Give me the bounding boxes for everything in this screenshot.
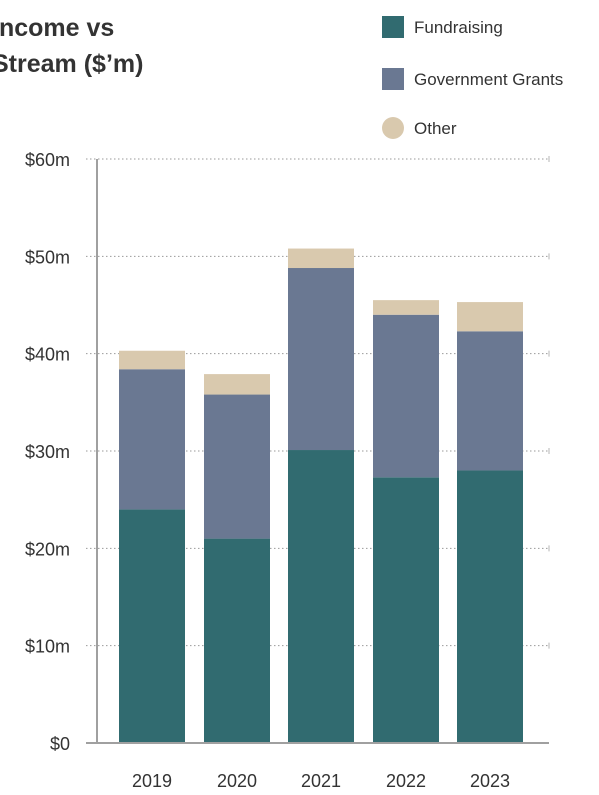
y-tick-label: $50m [25,247,70,267]
bar-segment [204,394,270,539]
legend-swatch-circle [382,117,404,139]
bar-segment [288,268,354,451]
bar-segment [119,509,185,743]
x-tick-label: 2019 [132,771,172,790]
bar-segment [373,314,439,478]
bar-segment [119,369,185,510]
legend-swatch [382,68,404,90]
x-tick-label: 2023 [470,771,510,790]
legend-swatch [382,16,404,38]
y-tick-label: $60m [25,150,70,170]
bar-segment [288,450,354,743]
bar-segment [204,374,270,395]
y-tick-label: $30m [25,442,70,462]
bar-segment [373,477,439,743]
x-tick-label: 2022 [386,771,426,790]
bar-segment [373,300,439,315]
x-tick-label: 2020 [217,771,257,790]
bar-segment [119,350,185,370]
bar-segment [457,470,523,743]
chart-title-line: Income vs [0,14,114,42]
y-tick-label: $20m [25,539,70,559]
chart-title-line: Stream ($’m) [0,50,143,78]
legend-label: Government Grants [414,70,563,89]
y-tick-label: $10m [25,637,70,657]
bar-segment [204,538,270,743]
bar-segment [288,248,354,269]
legend-label: Other [414,119,457,138]
x-tick-label: 2021 [301,771,341,790]
bar-segment [457,302,523,332]
legend-label: Fundraising [414,18,503,37]
y-tick-label: $40m [25,345,70,365]
bar-segment [457,331,523,471]
y-tick-label: $0 [50,734,70,754]
